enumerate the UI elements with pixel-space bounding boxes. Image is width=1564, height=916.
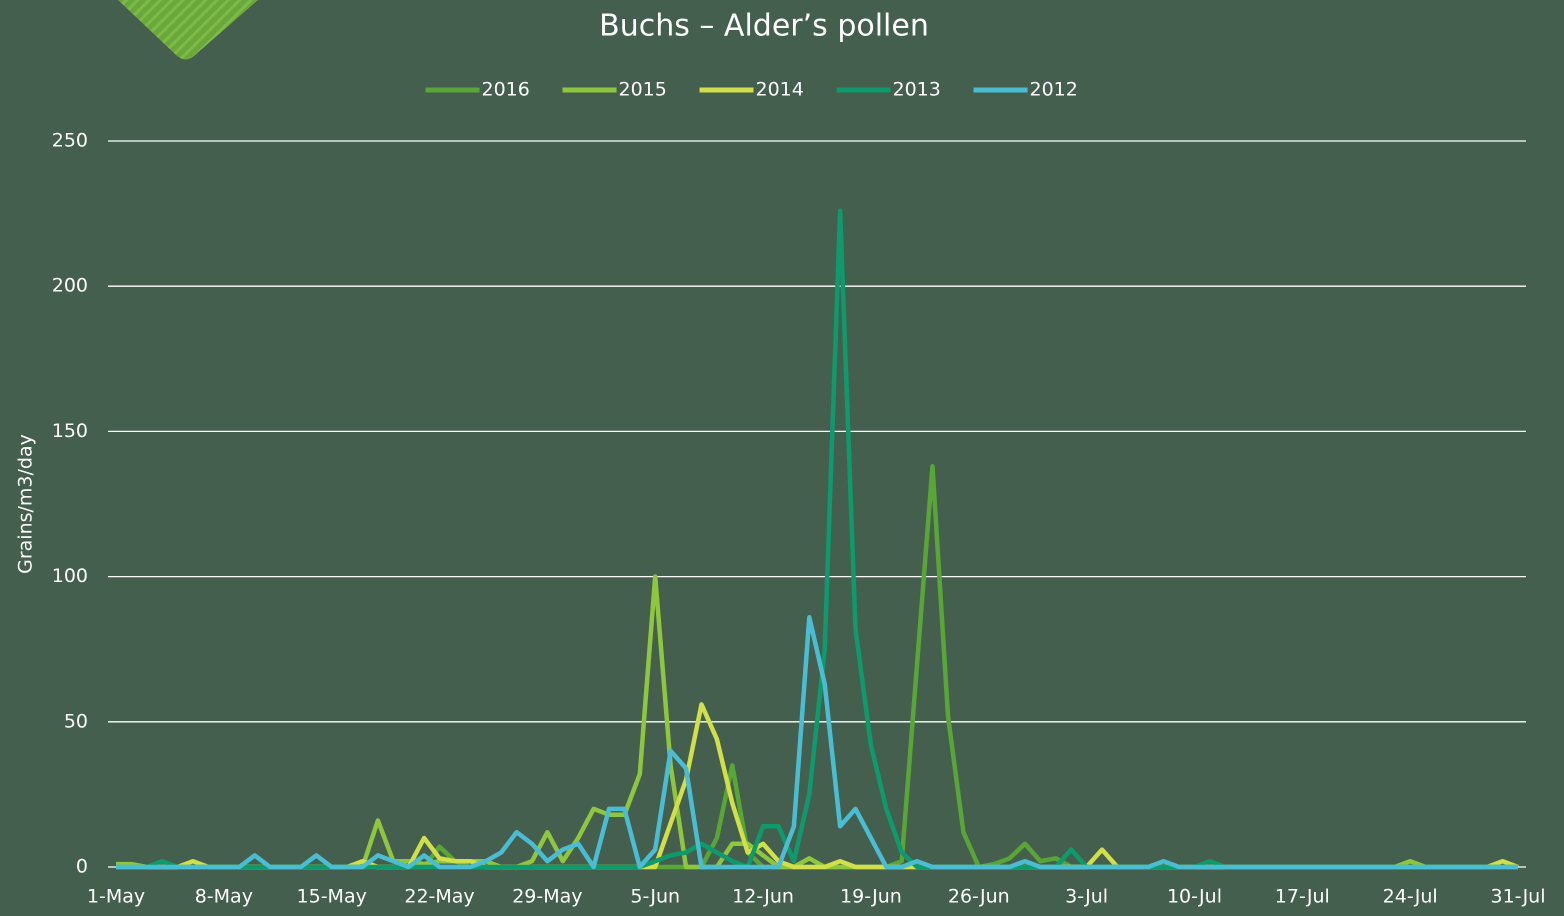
x-tick-label: 8-May <box>195 886 253 908</box>
x-tick-label: 5-Jun <box>630 886 680 908</box>
chart-title: Buchs – Alder’s pollen <box>599 9 929 44</box>
legend-label: 2015 <box>619 79 667 101</box>
legend-label: 2014 <box>756 79 804 101</box>
x-tick-label: 17-Jul <box>1275 886 1330 908</box>
x-tick-label: 15-May <box>297 886 367 908</box>
y-tick-label: 0 <box>76 856 88 878</box>
y-tick-label: 250 <box>52 130 88 152</box>
x-tick-label: 10-Jul <box>1167 886 1222 908</box>
x-tick-label: 22-May <box>404 886 474 908</box>
x-tick-label: 12-Jun <box>732 886 794 908</box>
y-tick-label: 50 <box>64 710 88 732</box>
x-tick-label: 26-Jun <box>948 886 1010 908</box>
y-tick-label: 200 <box>52 275 88 297</box>
line-series <box>116 463 1518 870</box>
legend-label: 2016 <box>482 79 530 101</box>
x-tick-label: 3-Jul <box>1065 886 1108 908</box>
legend-label: 2012 <box>1030 79 1078 101</box>
y-tick-label: 150 <box>52 420 88 442</box>
x-tick-label: 19-Jun <box>840 886 902 908</box>
x-tick-label: 29-May <box>512 886 582 908</box>
line-series <box>116 615 1518 870</box>
x-tick-label: 24-Jul <box>1383 886 1438 908</box>
x-tick-label: 1-May <box>87 886 145 908</box>
x-tick-label: 31-Jul <box>1490 886 1545 908</box>
legend-label: 2013 <box>893 79 941 101</box>
y-axis-label: Grains/m3/day <box>15 434 37 574</box>
line-series <box>116 208 1518 870</box>
y-tick-label: 100 <box>52 565 88 587</box>
logo <box>118 0 258 60</box>
